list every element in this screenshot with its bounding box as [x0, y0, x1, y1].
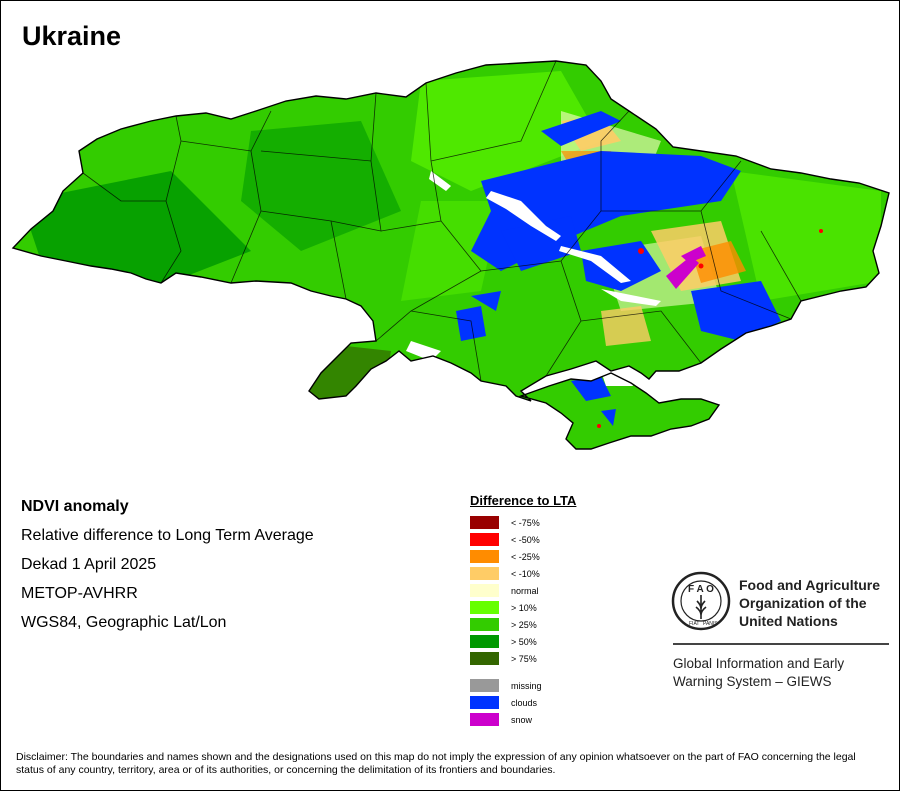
- legend-special-swatch: [470, 696, 499, 709]
- fao-emblem-icon: F A O FIAT PANIS: [671, 571, 731, 631]
- legend-class-label: > 50%: [511, 636, 537, 647]
- svg-text:F A O: F A O: [688, 584, 714, 595]
- legend-class-swatch: [470, 652, 499, 665]
- legend-class-swatch: [470, 635, 499, 648]
- legend: Difference to LTA < -75% < -50% < -25% < -1…: [470, 493, 670, 728]
- legend-class-item: > 50%: [470, 633, 670, 650]
- legend-special-item: missing: [470, 677, 670, 694]
- legend-class-swatch: [470, 618, 499, 631]
- legend-class-swatch: [470, 516, 499, 529]
- legend-class-item: < -25%: [470, 548, 670, 565]
- projection-label: WGS84, Geographic Lat/Lon: [21, 614, 227, 631]
- product-name: NDVI anomaly: [21, 498, 129, 515]
- legend-class-item: < -75%: [470, 514, 670, 531]
- legend-class-label: normal: [511, 585, 539, 596]
- legend-class-item: normal: [470, 582, 670, 599]
- svg-text:FIAT: FIAT: [689, 621, 699, 627]
- legend-class-label: < -50%: [511, 534, 540, 545]
- legend-special-label: missing: [511, 680, 542, 691]
- legend-special-swatch: [470, 713, 499, 726]
- legend-classes: < -75% < -50% < -25% < -10% normal > 10% > 25%…: [470, 514, 670, 667]
- map-info: NDVI anomaly Relative difference to Long…: [21, 498, 314, 643]
- legend-special-item: snow: [470, 711, 670, 728]
- legend-class-swatch: [470, 584, 499, 597]
- legend-special-label: clouds: [511, 697, 538, 708]
- legend-class-swatch: [470, 533, 499, 546]
- legend-class-swatch: [470, 550, 499, 563]
- ukraine-ndvi-raster: [12, 60, 890, 450]
- legend-class-item: < -10%: [470, 565, 670, 582]
- legend-class-label: < -10%: [511, 568, 540, 579]
- legend-title: Difference to LTA: [470, 493, 577, 508]
- legend-class-item: > 75%: [470, 650, 670, 667]
- legend-class-swatch: [470, 601, 499, 614]
- logo-divider: [673, 643, 889, 645]
- admin-boundaries: [82, 60, 802, 382]
- legend-class-item: > 25%: [470, 616, 670, 633]
- legend-class-item: < -50%: [470, 531, 670, 548]
- period-label: Dekad 1 April 2025: [21, 556, 157, 573]
- organization-name: Food and Agriculture Organization of the…: [739, 577, 881, 629]
- legend-class-label: > 10%: [511, 602, 537, 613]
- product-description: Relative difference to Long Term Average: [21, 527, 314, 544]
- raster-content: [13, 61, 889, 449]
- legend-special-label: snow: [511, 714, 533, 725]
- sensor-label: METOP-AVHRR: [21, 585, 138, 602]
- legend-class-label: < -25%: [511, 551, 540, 562]
- legend-special: missing clouds snow: [470, 677, 670, 728]
- svg-text:PANIS: PANIS: [703, 621, 718, 627]
- legend-special-swatch: [470, 679, 499, 692]
- legend-class-label: < -75%: [511, 517, 540, 528]
- system-name: Global Information and Early Warning Sys…: [673, 656, 845, 689]
- legend-class-swatch: [470, 567, 499, 580]
- legend-special-item: clouds: [470, 694, 670, 711]
- disclaimer-text: Disclaimer: The boundaries and names sho…: [16, 751, 856, 776]
- ndvi-map: [1, 51, 899, 471]
- legend-class-item: > 10%: [470, 599, 670, 616]
- map-title: Ukraine: [22, 21, 122, 51]
- legend-class-label: > 25%: [511, 619, 537, 630]
- legend-class-label: > 75%: [511, 653, 537, 664]
